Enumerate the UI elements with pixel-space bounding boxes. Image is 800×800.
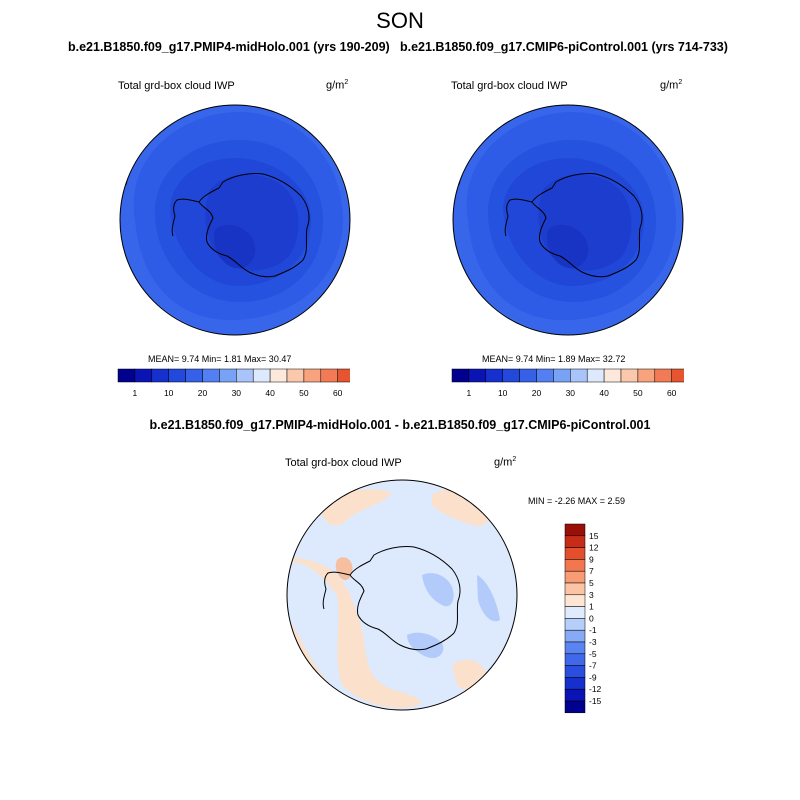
colorbar-swatch: [485, 368, 503, 383]
colorbar-swatch: [151, 368, 169, 383]
colorbar-swatch: [134, 368, 153, 383]
colorbar-swatch: [671, 368, 684, 383]
case-title-left: b.e21.B1850.f09_g17.PMIP4-midHolo.001 (y…: [68, 40, 390, 54]
colorbar-swatch: [468, 368, 487, 383]
colorbar-tick-label: 30: [232, 388, 242, 398]
colorbar-right-swatches: [451, 368, 684, 383]
colorbar-swatch: [168, 368, 186, 383]
polar-map-diff: [286, 479, 518, 711]
diff-title: b.e21.B1850.f09_g17.PMIP4-midHolo.001 - …: [149, 418, 651, 432]
colorbar-tick-label: -15: [589, 696, 602, 706]
colorbar-swatch: [564, 688, 586, 702]
colorbar-tick-label: 50: [633, 388, 643, 398]
page-title: SON: [376, 8, 424, 33]
colorbar-swatch: [564, 653, 586, 666]
colorbar-tick-label: -5: [589, 649, 597, 659]
colorbar-swatch: [303, 368, 322, 383]
colorbar-swatch: [564, 523, 586, 537]
colorbar-tick-label: 9: [589, 554, 594, 564]
colorbar-left-swatches: [117, 368, 350, 383]
colorbar-swatch: [564, 559, 586, 572]
colorbar-tick-label: 10: [498, 388, 508, 398]
colorbar-left-ticks: 110203040506080: [133, 388, 343, 398]
colorbar-swatch: [564, 535, 586, 548]
colorbar-tick-label: 15: [589, 531, 599, 541]
stats-left: MEAN= 9.74 Min= 1.81 Max= 30.47: [148, 354, 292, 364]
stats-right: MEAN= 9.74 Min= 1.89 Max= 32.72: [482, 354, 626, 364]
colorbar-right: 110203040506080: [451, 368, 684, 398]
colorbar-diff-ticks: 15 129 7 5 3 10 -1 -3 -5 -7-9 -12 -15: [589, 531, 602, 706]
var-label-left: Total grd-box cloud IWP: [118, 80, 235, 92]
colorbar-swatch: [586, 368, 605, 383]
colorbar-swatch: [269, 368, 288, 383]
case-title-right: b.e21.B1850.f09_g17.CMIP6-piControl.001 …: [400, 40, 728, 54]
colorbar-swatch: [337, 368, 350, 383]
units-label-diff: g/m2: [494, 456, 517, 469]
colorbar-tick-label: 7: [589, 566, 594, 576]
colorbar-tick-label: 0: [589, 613, 594, 623]
colorbar-tick-label: 30: [566, 388, 576, 398]
colorbar-swatch: [564, 665, 586, 678]
polar-map-right: [452, 104, 684, 336]
colorbar-swatch: [564, 582, 586, 596]
colorbar-tick-label: -3: [589, 637, 597, 647]
colorbar-diff: 15 129 7 5 3 10 -1 -3 -5 -7-9 -12 -15: [564, 523, 602, 714]
colorbar-tick-label: 1: [467, 388, 472, 398]
colorbar-diff-swatches: [564, 523, 586, 714]
units-label-right: g/m2: [660, 79, 683, 92]
colorbar-tick-label: 12: [589, 543, 599, 553]
colorbar-left: 110203040506080: [117, 368, 350, 398]
colorbar-tick-label: 60: [333, 388, 343, 398]
colorbar-swatch: [117, 368, 136, 383]
colorbar-swatch: [620, 368, 639, 383]
colorbar-tick-label: -1: [589, 625, 597, 635]
colorbar-tick-label: 1: [589, 602, 594, 612]
colorbar-swatch: [553, 368, 571, 383]
colorbar-tick-label: 1: [133, 388, 138, 398]
colorbar-swatch: [564, 641, 586, 655]
colorbar-swatch: [564, 700, 586, 714]
colorbar-swatch: [564, 594, 586, 607]
colorbar-swatch: [564, 677, 586, 690]
colorbar-swatch: [202, 368, 220, 383]
colorbar-swatch: [570, 368, 588, 383]
colorbar-swatch: [564, 570, 586, 584]
colorbar-tick-label: 60: [667, 388, 677, 398]
colorbar-swatch: [320, 368, 338, 383]
var-label-right: Total grd-box cloud IWP: [451, 80, 568, 92]
colorbar-swatch: [536, 368, 554, 383]
colorbar-tick-label: 50: [299, 388, 309, 398]
polar-map-left: [119, 104, 351, 336]
colorbar-tick-label: 10: [164, 388, 174, 398]
colorbar-swatch: [252, 368, 271, 383]
colorbar-swatch: [564, 618, 586, 631]
colorbar-swatch: [185, 368, 203, 383]
colorbar-tick-label: 40: [265, 388, 275, 398]
colorbar-swatch: [564, 547, 586, 560]
colorbar-swatch: [654, 368, 672, 383]
colorbar-swatch: [502, 368, 520, 383]
colorbar-swatch: [519, 368, 537, 383]
colorbar-tick-label: -7: [589, 661, 597, 671]
colorbar-tick-label: 20: [198, 388, 208, 398]
units-label-left: g/m2: [326, 79, 349, 92]
colorbar-tick-label: 20: [532, 388, 542, 398]
colorbar-swatch: [564, 606, 586, 619]
colorbar-tick-label: 40: [599, 388, 609, 398]
colorbar-swatch: [286, 368, 305, 383]
colorbar-swatch: [564, 629, 586, 643]
colorbar-right-ticks: 110203040506080: [467, 388, 677, 398]
colorbar-tick-label: -9: [589, 672, 597, 682]
colorbar-tick-label: 3: [589, 590, 594, 600]
colorbar-swatch: [451, 368, 470, 383]
colorbar-swatch: [219, 368, 237, 383]
colorbar-tick-label: -12: [589, 684, 602, 694]
colorbar-swatch: [637, 368, 656, 383]
colorbar-tick-label: 5: [589, 578, 594, 588]
var-label-diff: Total grd-box cloud IWP: [285, 457, 402, 469]
colorbar-swatch: [236, 368, 254, 383]
stats-diff: MIN = -2.26 MAX = 2.59: [528, 496, 626, 506]
colorbar-swatch: [603, 368, 622, 383]
